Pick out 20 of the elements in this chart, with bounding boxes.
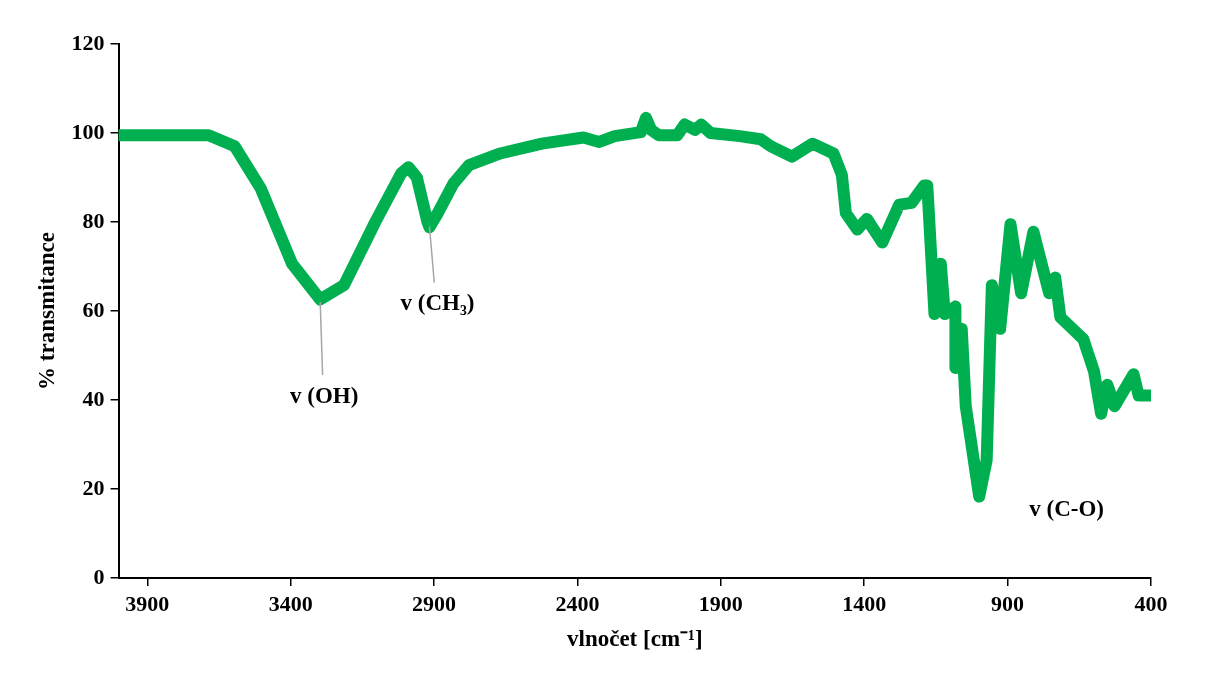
x-tick-label: 2900 xyxy=(412,590,457,616)
x-tick-label: 3900 xyxy=(125,590,170,616)
y-tick-label: 40 xyxy=(82,385,105,411)
annotation: v (C-O) xyxy=(1029,495,1104,521)
y-tick-label: 20 xyxy=(82,474,105,500)
x-tick-label: 2400 xyxy=(555,590,600,616)
y-tick-label: 120 xyxy=(71,29,105,55)
y-tick-label: 0 xyxy=(93,563,105,589)
y-tick-label: 60 xyxy=(82,296,105,322)
annotation: v (OH) xyxy=(290,383,359,409)
x-tick-label: 400 xyxy=(1134,590,1168,616)
x-tick-label: 1400 xyxy=(842,590,887,616)
y-tick-label: 80 xyxy=(82,207,105,233)
y-axis-title: % transmitance xyxy=(33,232,59,390)
annotation: v (CH₃) xyxy=(400,290,475,316)
x-tick-label: 1900 xyxy=(698,590,743,616)
x-axis-title: vlnočet [cm⁻¹] xyxy=(567,626,703,652)
x-tick-label: 900 xyxy=(991,590,1025,616)
y-tick-label: 100 xyxy=(71,118,105,144)
x-tick-label: 3400 xyxy=(268,590,313,616)
